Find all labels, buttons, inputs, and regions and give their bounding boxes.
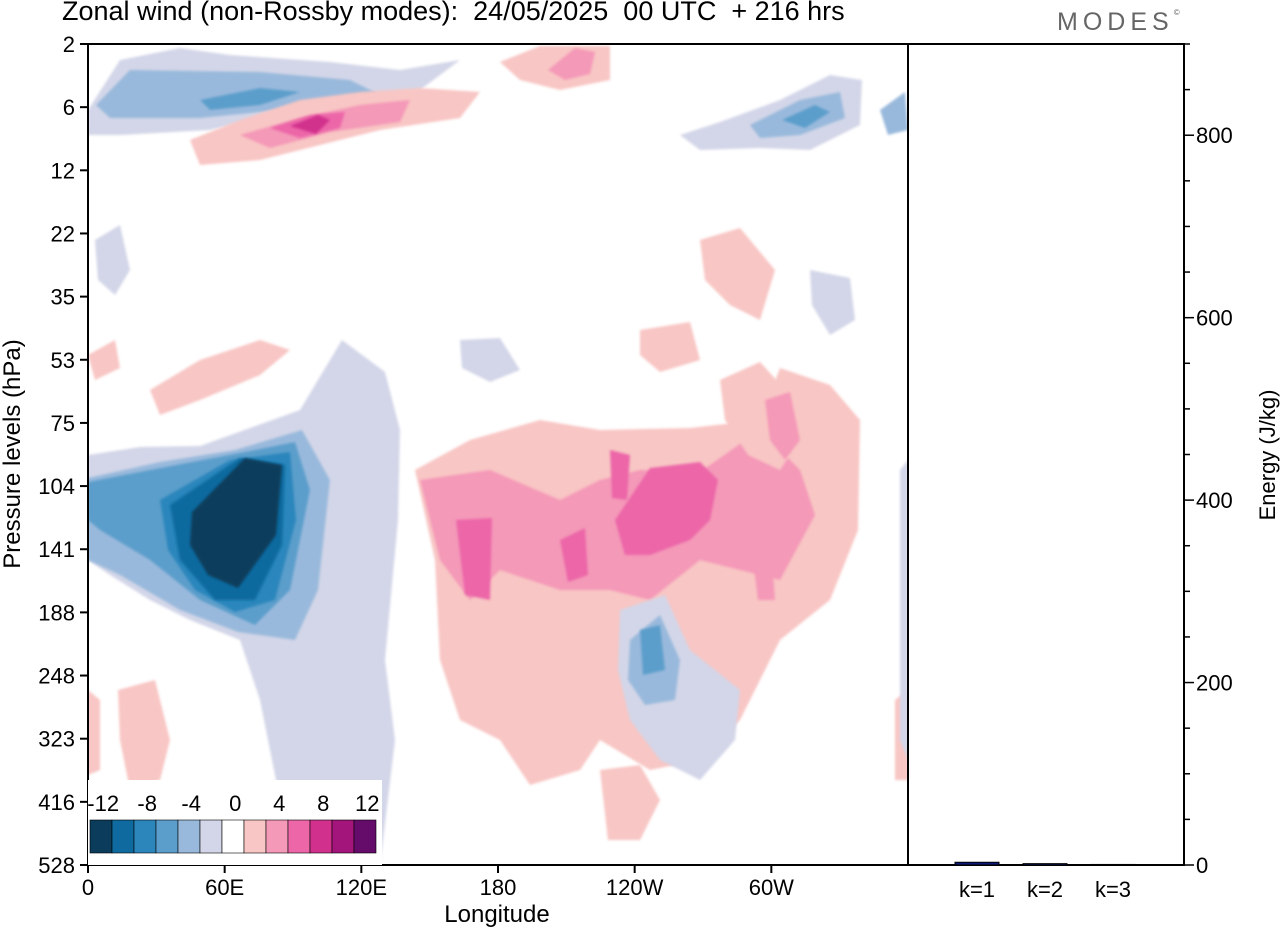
contour-region-pos4-33 [765, 392, 800, 460]
longitude-tick-label: 60E [205, 875, 244, 900]
contour-region-pos2-28 [150, 340, 290, 415]
contour-region-pos2-37 [88, 690, 100, 775]
energy-bar-label: k=2 [1027, 877, 1063, 902]
colorbar-swatch [89, 819, 113, 854]
contour-region-pos4-7 [420, 430, 815, 600]
contour-region-pos4-34 [750, 530, 775, 600]
pressure-tick-label: 188 [38, 600, 75, 625]
colorbar-swatch [265, 819, 289, 854]
contour-region-pos6-8 [456, 518, 492, 600]
pressure-tick-label: 141 [38, 537, 75, 562]
contour-region-pos2-31 [700, 228, 775, 320]
wind-contour-field [88, 46, 908, 865]
energy-tick-label: 400 [1196, 488, 1233, 513]
colorbar-swatch [243, 819, 267, 854]
energy-bar-k=3 [1090, 863, 1136, 866]
contour-region-pos2-41 [640, 322, 700, 372]
energy-bar-k=2 [1022, 863, 1068, 866]
energy-bar-label: k=3 [1095, 877, 1131, 902]
contour-region-neg6-14 [640, 625, 665, 675]
contour-region-neg2-30 [95, 225, 130, 295]
colorbar-tick-label: 8 [317, 791, 329, 816]
pressure-tick-label: 53 [51, 348, 75, 373]
energy-tick-label: 0 [1196, 853, 1208, 878]
contour-region-neg2-40 [460, 338, 520, 382]
x-axis-label: Longitude [444, 901, 549, 928]
colorbar-tick-label: -8 [137, 791, 157, 816]
contour-region-pos8-21 [290, 115, 330, 134]
colorbar-tick-label: -4 [181, 791, 201, 816]
longitude-tick-label: 120E [336, 875, 387, 900]
pressure-tick-label: 75 [51, 411, 75, 436]
longitude-tick-label: 0 [82, 875, 94, 900]
pressure-tick-label: 416 [38, 790, 75, 815]
colorbar-swatch [287, 819, 311, 854]
contour-region-pos6-9 [615, 462, 718, 555]
chart-title: Zonal wind (non-Rossby modes): 24/05/202… [62, 0, 845, 26]
contour-region-neg2-42 [900, 460, 908, 760]
pressure-tick-label: 35 [51, 285, 75, 310]
contour-region-pos2-36 [118, 680, 170, 790]
colorbar-tick-label: 0 [229, 791, 241, 816]
pressure-tick-label: 248 [38, 664, 75, 689]
contour-region-neg6-17 [200, 88, 300, 110]
longitude-tick-label: 60W [749, 875, 794, 900]
brand-mark: © [1173, 8, 1180, 17]
y-axis-label: Pressure levels (hPa) [0, 339, 26, 568]
contour-region-pos6-10 [560, 528, 588, 582]
contour-region-neg6-26 [782, 105, 830, 128]
brand-name: MODES [1057, 8, 1174, 36]
colorbar-swatch [177, 819, 201, 854]
brand-logo: MODES© [1057, 8, 1180, 37]
energy-tick-label: 800 [1196, 123, 1233, 148]
contour-region-neg2-24 [680, 75, 862, 150]
pressure-tick-label: 22 [51, 221, 75, 246]
colorbar-swatch [199, 819, 223, 854]
pressure-axis: 2 6 12 22 35 53 75 104 141 188 248 323 416 528 [38, 32, 88, 878]
energy-bar-k=1 [954, 861, 1000, 866]
pressure-tick-label: 528 [38, 853, 75, 878]
pressure-tick-label: 323 [38, 727, 75, 752]
colorbar-tick-label: 12 [355, 791, 379, 816]
energy-tick-label: 600 [1196, 306, 1233, 331]
colorbar-tick-label: 4 [273, 791, 285, 816]
energy-bars: k=1 k=2 k=3 [954, 861, 1136, 902]
contour-region-neg2-39 [810, 270, 855, 335]
colorbar-swatch [331, 819, 355, 854]
longitude-tick-label: 180 [480, 875, 517, 900]
pressure-tick-label: 104 [38, 474, 75, 499]
colorbar-swatch [111, 819, 135, 854]
contour-region-pos2-35 [600, 765, 660, 840]
contour-region-pos2-29 [88, 340, 120, 380]
colorbar-tick-label: -12 [87, 791, 119, 816]
colorbar-swatch [353, 819, 377, 854]
energy-bar-label: k=1 [959, 877, 995, 902]
longitude-tick-label: 120W [606, 875, 664, 900]
pressure-tick-label: 12 [51, 158, 75, 183]
colorbar-swatch [221, 819, 245, 854]
pressure-tick-label: 6 [63, 95, 75, 120]
colorbar-swatch [133, 819, 157, 854]
colorbar-swatch [309, 819, 333, 854]
contour-region-pos4-23 [548, 48, 595, 80]
colorbar-legend: -12 -8 -4 0 4 8 12 [87, 780, 382, 865]
energy-axis: 0 200 400 600 800 [1184, 43, 1233, 878]
pressure-tick-label: 2 [63, 32, 75, 57]
energy-panel-frame [907, 43, 1185, 866]
contour-region-pos6-11 [610, 450, 630, 500]
colorbar-swatch [155, 819, 179, 854]
energy-axis-label: Energy (J/kg) [1255, 390, 1280, 521]
contour-region-neg4-27 [880, 92, 908, 135]
contour-region-neg12-5 [190, 458, 282, 588]
energy-tick-label: 200 [1196, 671, 1233, 696]
longitude-axis: 0 60E 120E 180 120W 60W [82, 865, 794, 900]
